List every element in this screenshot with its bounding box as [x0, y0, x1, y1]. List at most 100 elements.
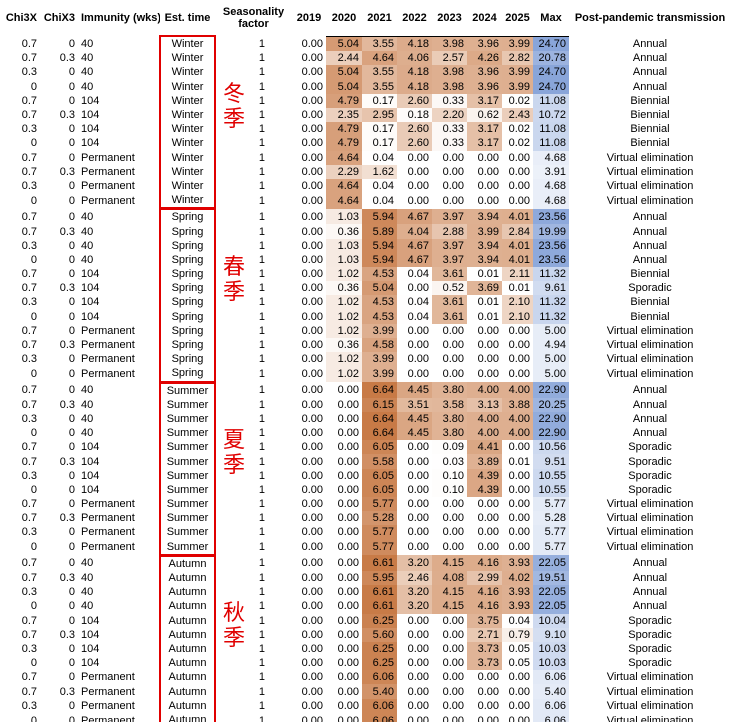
table-cell: Winter — [159, 51, 216, 66]
table-cell: 40 — [81, 412, 94, 425]
table-cell: 104 — [81, 94, 100, 107]
table-cell: Spring — [159, 352, 216, 367]
table-cell: 2.11 — [502, 267, 533, 282]
table-cell: 0.00 — [301, 137, 323, 150]
table-cell: Permanent — [81, 339, 135, 352]
table-cell: Virtual elimination — [606, 685, 694, 698]
table-cell: Annual — [632, 572, 668, 585]
table-cell: 0.00 — [477, 671, 499, 684]
table-cell: Winter — [159, 93, 216, 108]
table-cell: 0.00 — [477, 324, 499, 337]
table-cell: 0.00 — [301, 210, 323, 223]
table-cell: 40 — [81, 383, 94, 396]
table-cell: 1.02 — [326, 366, 362, 382]
table-cell: 1 — [258, 66, 265, 79]
table-cell: 10.55 — [533, 482, 569, 497]
table-cell: 2.46 — [397, 570, 432, 586]
table-cell: 0.00 — [301, 52, 323, 65]
table-cell: Annual — [632, 427, 668, 440]
table-cell: 0.7 — [21, 37, 37, 50]
table-cell: 0.7 — [21, 225, 37, 238]
table-cell: 10.04 — [533, 613, 569, 628]
table-cell: 0.00 — [508, 526, 530, 539]
table-cell: 0 — [68, 179, 75, 192]
table-cell: 1 — [258, 123, 265, 136]
table-cell: 3.97 — [432, 252, 467, 267]
table-cell: 1 — [258, 239, 265, 252]
table-cell: Virtual elimination — [606, 324, 694, 337]
table-cell: 5.58 — [362, 454, 397, 469]
table-cell: 4.16 — [467, 599, 502, 614]
table-cell: 0.00 — [407, 455, 429, 468]
table-cell: Virtual elimination — [606, 368, 694, 381]
table-cell: 0.00 — [301, 600, 323, 613]
table-cell: 1.02 — [326, 267, 362, 282]
table-cell: 3.99 — [362, 323, 397, 338]
table-cell: 2.71 — [467, 627, 502, 642]
table-cell: 4.01 — [502, 238, 533, 253]
table-cell: 0.17 — [362, 93, 397, 108]
table-cell: 3.91 — [533, 164, 569, 179]
table-cell: 0.00 — [442, 165, 464, 178]
table-cell: 40 — [81, 37, 94, 50]
table-cell: 0 — [68, 37, 75, 50]
table-cell: 0.00 — [301, 239, 323, 252]
table-cell: 5.89 — [362, 224, 397, 239]
table-cell: 1 — [258, 557, 265, 570]
table-cell: Virtual elimination — [606, 339, 694, 352]
table-cell: 0.10 — [432, 468, 467, 483]
table-cell: 2.99 — [467, 570, 502, 586]
table-cell: 0 — [68, 600, 75, 613]
table-cell: 4.18 — [397, 79, 432, 94]
table-cell: 104 — [81, 657, 100, 670]
table-cell: Annual — [632, 37, 668, 50]
table-cell: Virtual elimination — [606, 179, 694, 192]
table-cell: 0.00 — [301, 194, 323, 207]
table-cell: 0.7 — [21, 628, 37, 641]
table-cell: 0 — [68, 296, 75, 309]
table-cell: 0.00 — [508, 339, 530, 352]
table-cell: 0 — [68, 526, 75, 539]
table-cell: 0 — [68, 614, 75, 627]
table-cell: 0.3 — [59, 455, 75, 468]
table-cell: 104 — [81, 310, 100, 323]
table-cell: 0.04 — [397, 295, 432, 310]
table-cell: 1.03 — [326, 252, 362, 267]
table-cell: Spring — [159, 281, 216, 296]
table-cell: 0.00 — [477, 512, 499, 525]
table-cell: Virtual elimination — [606, 671, 694, 684]
table-cell: 3.51 — [397, 397, 432, 412]
table-row: 0.7 0 104 Spring 1 0.00 1.02 4.53 0.04 3.61 0.01 2.… — [0, 267, 731, 282]
table-cell: 0.04 — [362, 193, 397, 209]
table-cell: 0.00 — [301, 541, 323, 554]
table-cell: 5.94 — [362, 252, 397, 267]
table-cell: 0.00 — [477, 165, 499, 178]
table-cell: 0 — [68, 268, 75, 281]
table-cell: Permanent — [81, 151, 135, 164]
table-cell: 0.00 — [407, 541, 429, 554]
table-cell: 1 — [258, 714, 265, 722]
table-cell: 5.04 — [326, 79, 362, 94]
table-cell: Winter — [159, 34, 216, 52]
table-cell: Virtual elimination — [606, 498, 694, 511]
table-cell: 0 — [68, 541, 75, 554]
table-cell: 1 — [258, 657, 265, 670]
table-cell: 104 — [81, 614, 100, 627]
table-cell: Autumn — [159, 641, 216, 657]
table-cell: 0.00 — [301, 339, 323, 352]
table-cell: Autumn — [159, 613, 216, 628]
table-cell: Autumn — [159, 698, 216, 713]
table-cell: Winter — [159, 193, 216, 211]
table-cell: 0 — [68, 66, 75, 79]
table-cell: 1 — [258, 151, 265, 164]
table-row: 0.7 0.3 Permanent Spring 1 0.00 0.36 4.58 0.00 0.… — [0, 337, 731, 353]
table-cell: 0.3 — [21, 469, 37, 482]
table-cell: 2.95 — [362, 107, 397, 123]
table-cell: 0.00 — [301, 151, 323, 164]
table-cell: 0.00 — [407, 512, 429, 525]
table-cell: 4.64 — [326, 178, 362, 194]
table-cell: Permanent — [81, 671, 135, 684]
season-label: 春季 — [223, 255, 246, 305]
table-cell: Annual — [632, 66, 668, 79]
table-cell: 3.99 — [502, 79, 533, 94]
